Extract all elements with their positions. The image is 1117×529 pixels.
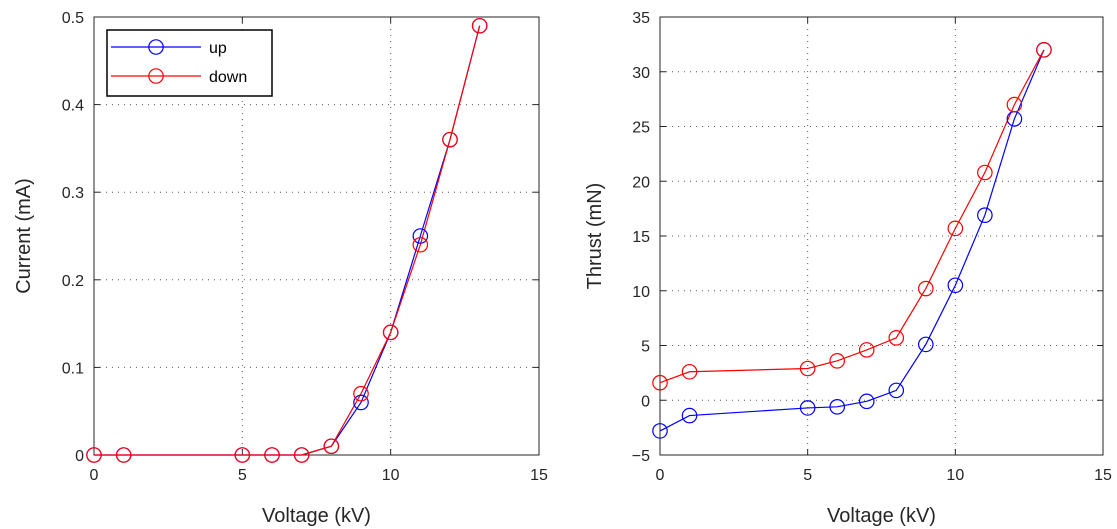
y-tick-label: 25 bbox=[632, 120, 650, 137]
legend: up down bbox=[106, 29, 273, 97]
series-line-up bbox=[659, 49, 1045, 432]
data-point-up bbox=[353, 394, 369, 411]
y-tick-label: −5 bbox=[632, 448, 650, 465]
x-tick-label: 0 bbox=[656, 467, 665, 484]
data-point-down bbox=[293, 447, 310, 463]
x-tick-label: 5 bbox=[803, 467, 812, 484]
data-point-up bbox=[799, 400, 816, 416]
data-point-down bbox=[323, 438, 340, 455]
data-point-down bbox=[681, 363, 698, 380]
data-point-down bbox=[353, 385, 369, 402]
data-point-down bbox=[471, 17, 488, 34]
y-tick-label: 10 bbox=[632, 284, 650, 301]
legend-label-down: down bbox=[209, 69, 247, 86]
data-point-up bbox=[917, 336, 934, 353]
data-point-down bbox=[947, 220, 964, 237]
data-point-down bbox=[264, 447, 280, 463]
data-point-up bbox=[947, 277, 964, 294]
data-point-up bbox=[888, 382, 905, 399]
data-point-down bbox=[1006, 96, 1023, 113]
data-point-down bbox=[234, 447, 251, 463]
y-tick-label: 35 bbox=[632, 10, 650, 27]
x-tick-label: 15 bbox=[1094, 467, 1112, 484]
y-tick-label: 20 bbox=[632, 174, 650, 191]
data-point-down bbox=[799, 360, 816, 377]
current-chart: 0 5 10 15 0 0.1 0.2 0.3 0.4 0.5 Voltage (kV) Curren… bbox=[13, 10, 548, 527]
y-tick-label: 15 bbox=[632, 229, 650, 246]
data-point-down bbox=[652, 374, 668, 391]
data-point-down bbox=[917, 280, 934, 297]
data-point-down bbox=[115, 447, 132, 463]
data-point-down bbox=[86, 447, 102, 463]
data-point-up bbox=[412, 228, 429, 244]
data-point-up bbox=[977, 207, 993, 223]
y-tick-label: 0.2 bbox=[62, 273, 84, 290]
data-point-down bbox=[1036, 42, 1052, 58]
legend-marker-down bbox=[148, 68, 164, 84]
legend-label-up: up bbox=[209, 40, 227, 57]
data-point-up bbox=[652, 423, 668, 439]
x-tick-label: 10 bbox=[946, 467, 964, 484]
data-point-up bbox=[829, 399, 845, 415]
x-axis-label: Voltage (kV) bbox=[827, 505, 936, 527]
x-tick-label: 0 bbox=[90, 467, 99, 484]
series-line-down bbox=[94, 25, 481, 456]
x-tick-label: 5 bbox=[238, 467, 247, 484]
y-tick-label: 0.4 bbox=[62, 98, 84, 115]
y-axis-label: Current (mA) bbox=[13, 178, 35, 294]
x-axis-label: Voltage (kV) bbox=[262, 505, 371, 527]
y-tick-label: 0 bbox=[641, 393, 650, 410]
data-point-down bbox=[412, 236, 429, 253]
axes-box bbox=[93, 16, 540, 456]
data-point-down bbox=[977, 164, 993, 181]
legend-box bbox=[106, 29, 273, 97]
data-point-down bbox=[888, 330, 905, 346]
x-tick-label: 10 bbox=[382, 467, 400, 484]
y-axis-label: Thrust (mN) bbox=[584, 183, 606, 290]
data-point-down bbox=[829, 353, 845, 369]
y-tick-label: 0.3 bbox=[62, 185, 84, 202]
data-point-down bbox=[442, 131, 458, 148]
data-point-up bbox=[681, 407, 698, 424]
y-tick-label: 30 bbox=[632, 65, 650, 82]
data-point-down bbox=[858, 342, 875, 358]
x-tick-label: 15 bbox=[530, 467, 548, 484]
legend-marker-up bbox=[148, 39, 164, 55]
y-tick-label: 0 bbox=[75, 448, 84, 465]
thrust-chart: 0 5 10 15 −5 0 5 10 15 20 25 30 35 Voltage (kV) Thrust… bbox=[584, 10, 1112, 527]
series-line-down bbox=[659, 49, 1045, 384]
y-tick-label: 0.5 bbox=[62, 10, 84, 27]
data-point-up bbox=[858, 393, 875, 410]
data-point-down bbox=[382, 324, 399, 341]
y-tick-label: 0.1 bbox=[62, 360, 84, 377]
y-tick-label: 5 bbox=[641, 339, 650, 356]
